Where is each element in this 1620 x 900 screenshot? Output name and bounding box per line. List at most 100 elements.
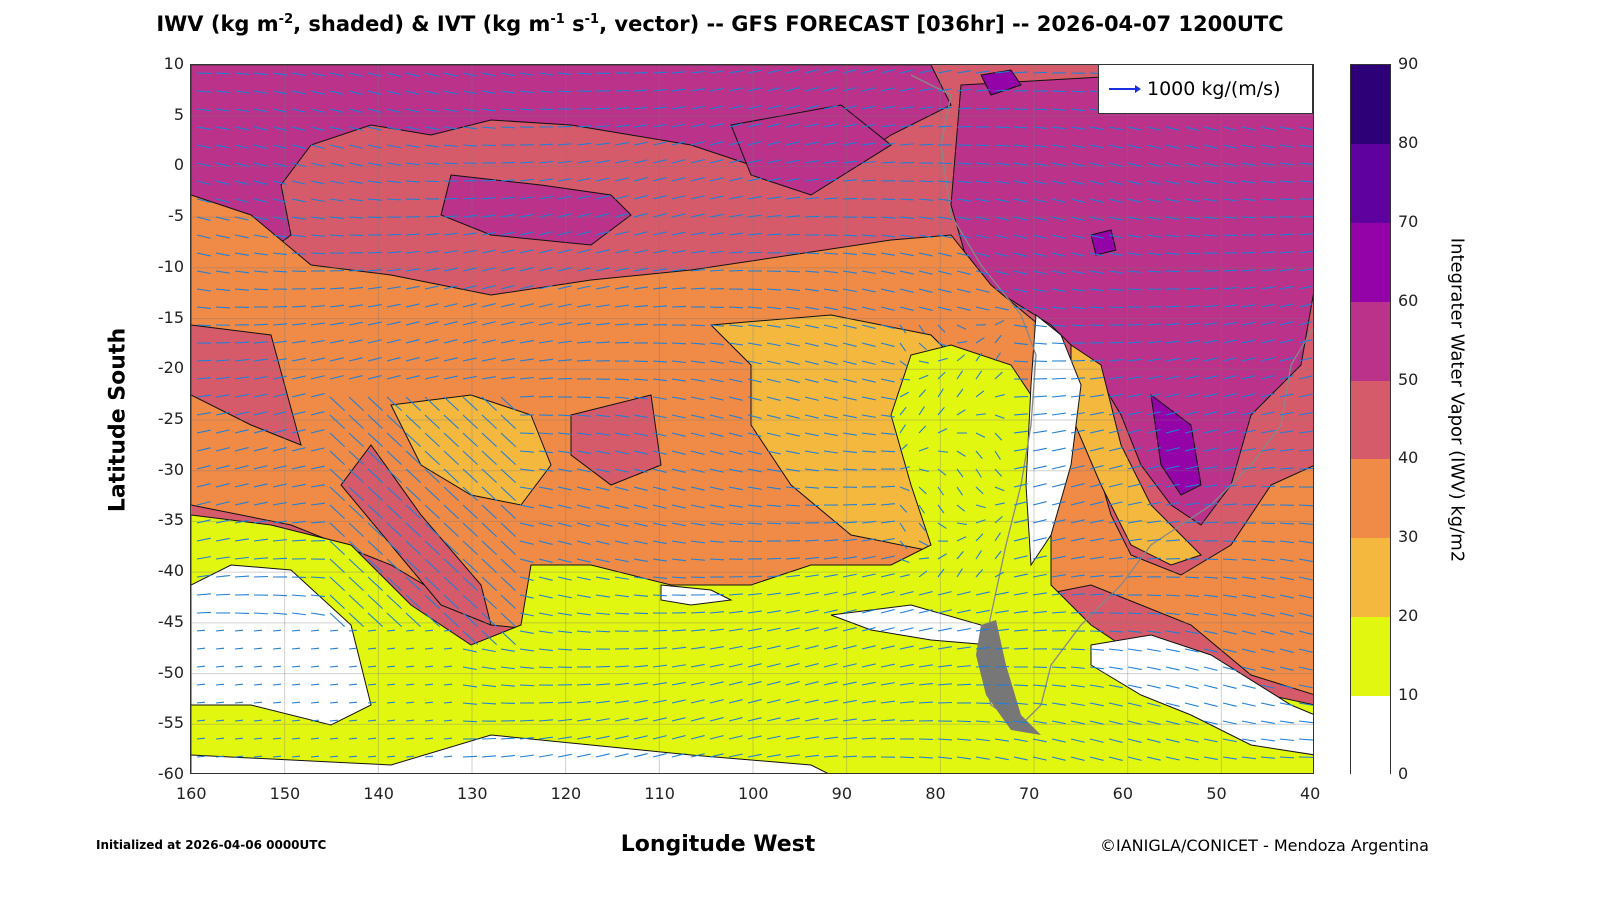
ivt-vector (538, 486, 553, 491)
ivt-vector (861, 216, 877, 219)
ivt-vector (766, 681, 781, 686)
ivt-vector (1260, 268, 1275, 272)
ivt-vector (918, 342, 927, 351)
ivt-vector (804, 360, 819, 365)
ivt-vector (937, 627, 952, 632)
ivt-vector (519, 648, 534, 652)
ivt-vector (918, 374, 929, 380)
ivt-vector (576, 576, 591, 581)
ivt-vector (1089, 234, 1104, 239)
ivt-vector (481, 612, 498, 628)
ivt-vector (367, 450, 384, 466)
ivt-vector (1146, 738, 1161, 743)
ivt-vector (329, 504, 346, 520)
ivt-vector (1013, 684, 1029, 687)
ivt-vector (880, 360, 895, 365)
ivt-vector (842, 521, 857, 524)
ivt-vector (1165, 198, 1180, 203)
ivt-vector (766, 141, 781, 146)
ivt-vector (215, 593, 231, 596)
ivt-vector (1279, 594, 1294, 599)
ivt-vector (1108, 738, 1123, 743)
ivt-vector (1089, 702, 1104, 707)
ivt-vector (405, 594, 422, 610)
ivt-vector (329, 357, 344, 362)
ivt-vector (1203, 702, 1218, 707)
ivt-vector (481, 414, 498, 430)
ivt-vector (861, 450, 876, 453)
ivt-vector (1089, 126, 1104, 131)
ivt-vector (1108, 519, 1123, 524)
ivt-vector (481, 179, 497, 182)
ivt-vector (937, 756, 952, 760)
ivt-vector (1260, 648, 1275, 653)
ivt-vector (861, 663, 876, 668)
ivt-vector (1146, 520, 1161, 524)
ivt-vector (880, 87, 895, 92)
ivt-vector (367, 251, 383, 254)
colorbar-segment (1351, 65, 1390, 144)
ivt-vector (1279, 339, 1294, 344)
ivt-vector (310, 339, 325, 344)
ivt-vector (994, 486, 1005, 492)
ivt-vector (1184, 539, 1200, 542)
ivt-vector (652, 360, 668, 363)
ivt-vector (234, 683, 244, 686)
ivt-vector (842, 179, 857, 182)
ivt-vector (1146, 465, 1161, 470)
ivt-vector (728, 396, 743, 401)
ivt-vector (272, 144, 287, 149)
ivt-vector (234, 198, 249, 203)
ivt-vector (291, 502, 306, 506)
ivt-vector (386, 486, 403, 502)
ivt-vector (1298, 430, 1313, 434)
ivt-vector (557, 143, 572, 146)
ivt-vector (1298, 558, 1313, 563)
ivt-vector (1184, 357, 1199, 362)
ivt-vector (899, 198, 915, 201)
ivt-vector (785, 486, 800, 490)
ivt-vector (538, 303, 553, 308)
ivt-vector (481, 648, 496, 653)
ivt-vector (633, 231, 648, 236)
ivt-vector (424, 486, 441, 502)
ivt-vector (690, 269, 705, 272)
ivt-vector (405, 701, 415, 704)
ivt-vector (405, 540, 422, 556)
ivt-vector (956, 646, 971, 650)
ivt-vector (747, 360, 762, 365)
ivt-vector (405, 665, 415, 668)
ivt-vector (652, 522, 667, 527)
ivt-vector (1203, 357, 1218, 362)
ivt-vector (880, 645, 895, 650)
ivt-vector (823, 468, 838, 471)
ivt-vector (595, 107, 611, 110)
ivt-vector (1203, 375, 1218, 380)
ivt-vector (1070, 684, 1085, 688)
ivt-vector (1298, 303, 1313, 308)
ivt-vector (1222, 216, 1237, 219)
ivt-vector (994, 702, 1010, 705)
ivt-vector (709, 663, 724, 668)
ivt-vector (595, 322, 610, 326)
ivt-vector (272, 216, 287, 221)
ivt-vector (576, 303, 591, 308)
ivt-vector (310, 465, 325, 470)
ivt-vector (215, 537, 230, 542)
ivt-vector (1051, 234, 1066, 239)
ivt-vector (1146, 375, 1161, 380)
ivt-vector (747, 414, 762, 419)
ivt-vector (633, 558, 648, 562)
ivt-vector (671, 250, 686, 254)
ivt-vector (804, 378, 819, 383)
title-text: IWV (kg m (156, 12, 279, 36)
ivt-vector (1165, 630, 1180, 634)
ivt-vector (804, 574, 819, 578)
ivt-vector (804, 432, 819, 437)
ivt-vector (785, 645, 800, 650)
ivt-vector (1089, 252, 1104, 257)
ivt-vector (1165, 594, 1181, 597)
ivt-vector (671, 450, 686, 455)
ivt-vector (918, 306, 933, 311)
ivt-vector (1089, 162, 1104, 167)
